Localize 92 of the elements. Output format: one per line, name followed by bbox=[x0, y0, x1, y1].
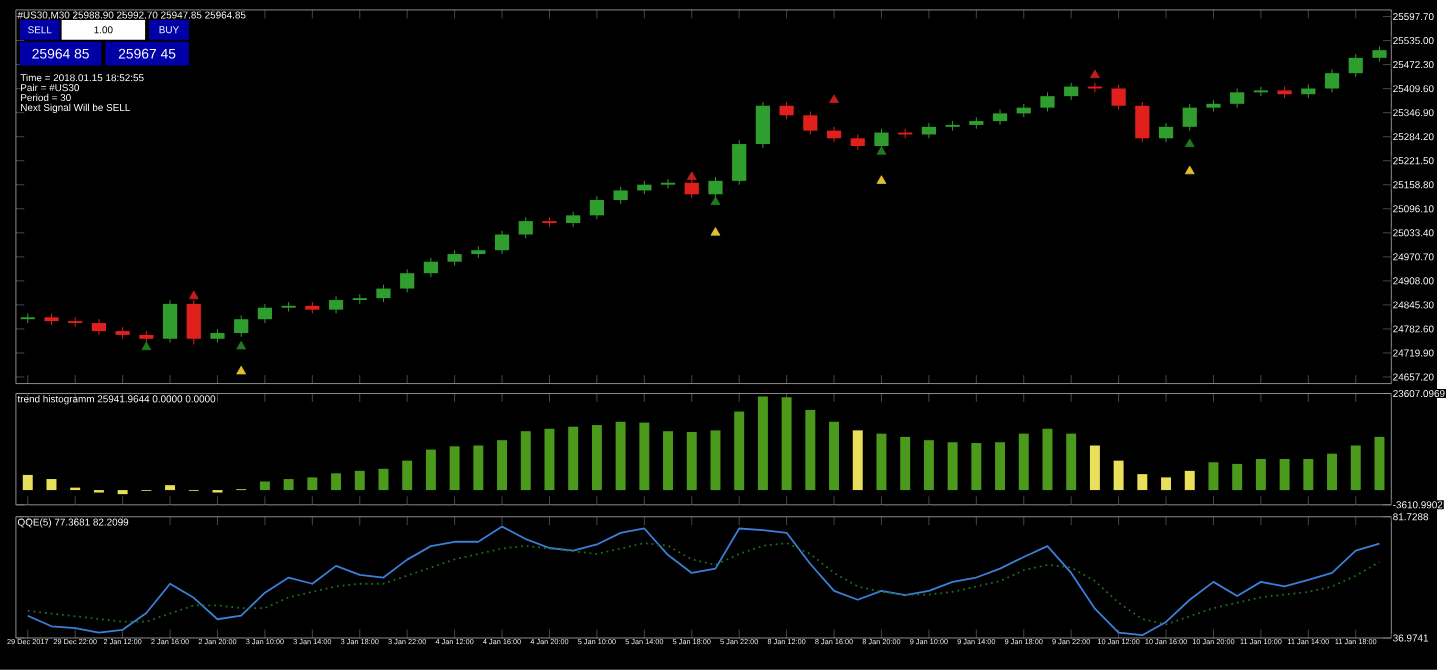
bar bbox=[947, 442, 958, 491]
bar bbox=[639, 422, 650, 491]
candlestick bbox=[992, 109, 1008, 126]
bar bbox=[46, 479, 57, 491]
bar bbox=[1042, 428, 1053, 491]
bar bbox=[259, 481, 270, 491]
candlestick bbox=[234, 314, 249, 338]
bar bbox=[1255, 459, 1266, 491]
bar bbox=[1208, 462, 1219, 491]
bar bbox=[829, 421, 840, 491]
bar bbox=[544, 428, 555, 491]
bar bbox=[852, 430, 863, 491]
bar bbox=[686, 432, 697, 491]
candlestick bbox=[1348, 53, 1363, 78]
candlestick bbox=[1158, 122, 1174, 143]
bar bbox=[710, 430, 721, 491]
bar bbox=[1161, 477, 1172, 491]
bar bbox=[923, 440, 934, 491]
candlestick bbox=[803, 111, 818, 136]
bar bbox=[1350, 445, 1361, 491]
point bbox=[710, 227, 721, 236]
candlestick bbox=[186, 299, 201, 346]
candlestick bbox=[1040, 91, 1055, 113]
candlestick bbox=[660, 178, 676, 190]
candlestick bbox=[1182, 103, 1197, 132]
bar bbox=[1232, 464, 1243, 491]
bar bbox=[473, 445, 484, 491]
bar bbox=[734, 411, 745, 491]
bar bbox=[307, 477, 318, 491]
point bbox=[829, 94, 839, 104]
candlestick bbox=[518, 216, 533, 239]
bar bbox=[1374, 437, 1385, 491]
bar bbox=[1089, 445, 1100, 491]
candlestick bbox=[1111, 84, 1126, 111]
bar bbox=[1113, 460, 1124, 491]
bar bbox=[1303, 459, 1314, 491]
bar bbox=[995, 442, 1006, 491]
candlestick bbox=[162, 299, 178, 344]
point bbox=[141, 341, 152, 351]
bar bbox=[1327, 453, 1338, 491]
bar bbox=[568, 426, 579, 491]
point bbox=[236, 365, 247, 375]
bar bbox=[402, 460, 413, 491]
point bbox=[1090, 69, 1100, 79]
candlestick bbox=[400, 268, 415, 293]
bar bbox=[1066, 433, 1077, 491]
point bbox=[876, 146, 887, 155]
point bbox=[1184, 138, 1195, 148]
candlestick bbox=[826, 126, 842, 143]
candlestick bbox=[423, 257, 439, 278]
candlestick bbox=[494, 230, 510, 255]
candlestick bbox=[1135, 101, 1150, 143]
bar bbox=[354, 470, 365, 491]
bar bbox=[378, 468, 389, 491]
bar bbox=[876, 433, 887, 491]
candlestick bbox=[755, 101, 771, 149]
point bbox=[710, 196, 721, 206]
bar bbox=[663, 431, 674, 491]
bar bbox=[283, 479, 294, 491]
point bbox=[686, 171, 697, 181]
bar bbox=[331, 473, 342, 491]
line-series bbox=[26, 525, 1381, 637]
bar bbox=[165, 485, 176, 491]
bar bbox=[591, 425, 602, 491]
point bbox=[1184, 165, 1195, 175]
bar bbox=[1184, 470, 1195, 491]
candlestick bbox=[921, 122, 937, 139]
candlestick bbox=[1324, 68, 1340, 93]
bar bbox=[497, 440, 508, 491]
bar bbox=[1279, 459, 1290, 491]
bar bbox=[1018, 433, 1029, 491]
point bbox=[188, 290, 199, 300]
bar bbox=[449, 446, 460, 491]
point bbox=[236, 340, 247, 350]
candlestick bbox=[257, 303, 273, 324]
candlestick bbox=[91, 318, 107, 336]
bar bbox=[1137, 474, 1148, 491]
bar bbox=[615, 421, 626, 491]
candlestick bbox=[1230, 88, 1245, 109]
bar bbox=[900, 437, 911, 491]
bar bbox=[805, 410, 816, 491]
bar bbox=[425, 449, 436, 491]
candlestick bbox=[589, 195, 605, 220]
bar bbox=[757, 396, 768, 491]
candlestick bbox=[1253, 86, 1269, 97]
bar bbox=[22, 475, 33, 491]
bar bbox=[781, 397, 792, 491]
bar bbox=[971, 443, 982, 491]
bar bbox=[520, 431, 531, 491]
point bbox=[876, 175, 887, 184]
candlestick bbox=[732, 139, 747, 186]
candlestick bbox=[874, 128, 889, 151]
